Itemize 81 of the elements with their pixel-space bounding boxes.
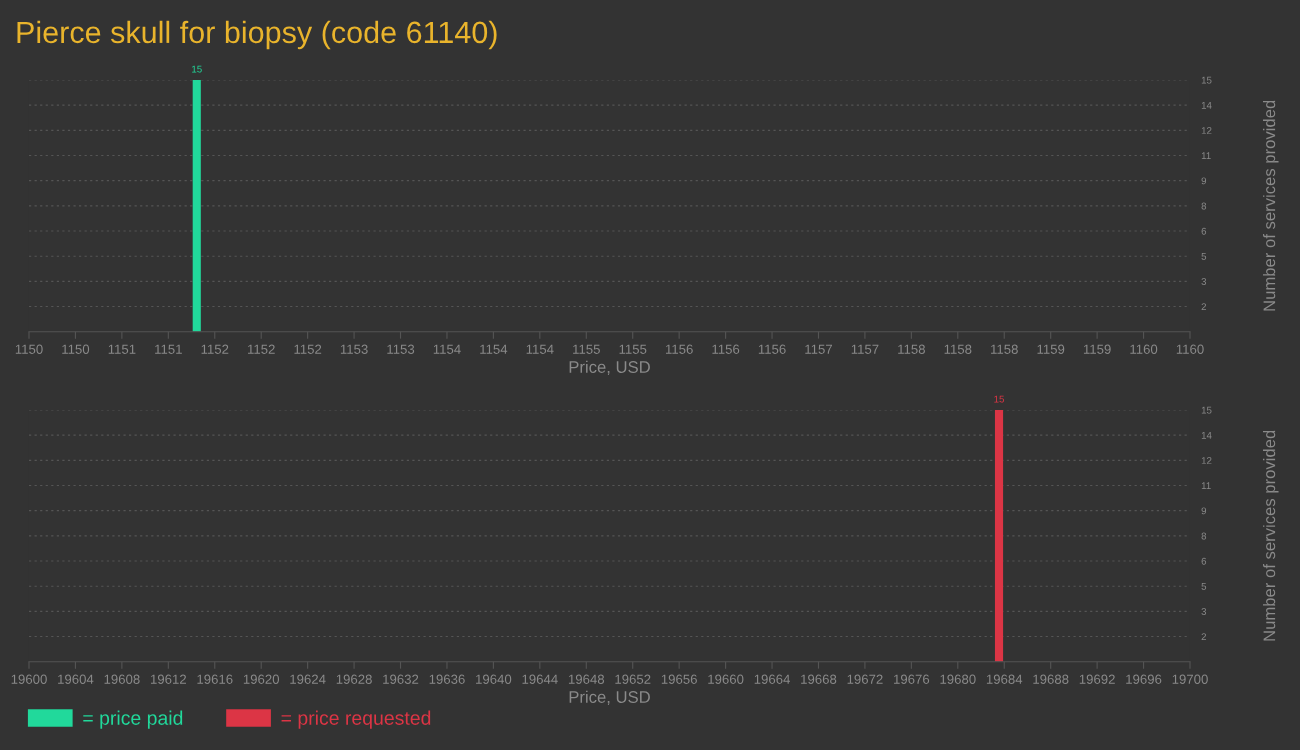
x-tick-label: 19628: [336, 674, 372, 684]
x-tick-label: 1158: [991, 344, 1018, 354]
y-tick-label: 5: [1201, 583, 1207, 590]
x-tick-label: 1154: [480, 344, 508, 354]
x-axis-title: Price, USD: [569, 690, 650, 705]
x-tick-label: 1150: [62, 344, 90, 354]
y-tick-label: 2: [1201, 633, 1207, 641]
x-tick-label: 1153: [340, 344, 368, 354]
x-tick-label: 19700: [1172, 674, 1208, 684]
x-tick-label: 1157: [805, 344, 833, 354]
y-tick-label: 2: [1201, 303, 1207, 311]
x-tick-label: 19672: [847, 674, 883, 684]
x-tick-label: 19656: [661, 674, 697, 684]
x-tick-label: 1152: [294, 344, 322, 354]
x-tick-label: 19632: [383, 674, 419, 684]
x-tick-label: 19604: [58, 674, 94, 684]
data-label: 15: [994, 395, 1005, 403]
y-tick-label: 6: [1201, 557, 1207, 565]
x-tick-label: 19624: [290, 674, 326, 684]
x-tick-label: 19692: [1079, 674, 1115, 684]
x-tick-label: 1151: [108, 344, 136, 354]
x-tick-label: 1157: [851, 344, 879, 354]
x-tick-label: 19640: [476, 674, 512, 684]
y-tick-label: 14: [1201, 102, 1212, 109]
x-tick-label: 1156: [665, 344, 693, 354]
y-tick-label: 15: [1201, 406, 1212, 414]
x-tick-label: 1154: [526, 344, 554, 354]
y-tick-label: 3: [1201, 608, 1207, 615]
y-tick-label: 8: [1201, 202, 1207, 210]
x-axis-title: Price, USD: [569, 360, 650, 375]
x-tick-label: 1160: [1130, 344, 1158, 354]
x-tick-label: 19696: [1126, 674, 1162, 684]
x-tick-label: 19636: [429, 674, 465, 684]
y-axis-title: Number of services provided: [1263, 100, 1279, 311]
x-tick-label: 1156: [712, 344, 740, 354]
x-tick-label: 19660: [708, 674, 744, 684]
x-tick-label: 19680: [940, 674, 976, 684]
x-tick-label: 19644: [522, 674, 558, 684]
x-tick-label: 1152: [201, 344, 229, 354]
y-axis-title: Number of services provided: [1263, 430, 1279, 641]
x-tick-label: 1159: [1083, 344, 1111, 354]
y-tick-label: 6: [1201, 227, 1207, 235]
y-tick-label: 5: [1201, 253, 1207, 260]
x-tick-label: 19612: [150, 674, 186, 684]
x-tick-label: 19648: [568, 674, 605, 684]
x-tick-label: 1160: [1176, 344, 1204, 354]
data-label: 15: [192, 65, 202, 73]
y-tick-label: 9: [1201, 507, 1207, 515]
x-tick-label: 19688: [1033, 674, 1069, 684]
x-tick-label: 19620: [243, 674, 280, 684]
x-tick-label: 1159: [1037, 344, 1065, 354]
x-tick-label: 1153: [387, 344, 415, 354]
x-tick-label: 1158: [898, 344, 925, 354]
y-tick-label: 14: [1201, 432, 1212, 439]
x-tick-label: 19652: [615, 674, 651, 684]
y-tick-label: 8: [1201, 532, 1207, 540]
x-tick-label: 1156: [758, 344, 786, 354]
x-tick-label: 19668: [801, 674, 837, 684]
y-tick-label: 3: [1201, 278, 1207, 285]
y-tick-label: 11: [1201, 152, 1211, 160]
x-tick-label: 1154: [433, 344, 461, 354]
y-tick-label: 15: [1201, 76, 1212, 84]
legend-label: = price requested: [281, 710, 431, 729]
chart-title: Pierce skull for biopsy (code 61140): [17, 20, 497, 50]
x-tick-label: 19664: [754, 674, 790, 684]
x-tick-label: 19676: [894, 674, 930, 684]
x-tick-label: 1152: [248, 344, 275, 354]
x-tick-label: 19616: [197, 674, 233, 684]
legend-label: = price paid: [83, 710, 183, 729]
x-tick-label: 1158: [944, 344, 972, 354]
x-tick-label: 19684: [986, 674, 1023, 684]
y-tick-label: 9: [1201, 177, 1207, 185]
x-tick-label: 1150: [15, 344, 43, 354]
y-tick-label: 12: [1201, 127, 1212, 134]
x-tick-label: 1155: [619, 344, 647, 354]
x-tick-label: 19608: [104, 674, 140, 684]
y-tick-label: 12: [1201, 457, 1212, 464]
x-tick-label: 1151: [155, 344, 182, 354]
x-tick-label: 1155: [573, 344, 600, 354]
x-tick-label: 19600: [11, 674, 47, 684]
y-tick-label: 11: [1201, 482, 1211, 490]
